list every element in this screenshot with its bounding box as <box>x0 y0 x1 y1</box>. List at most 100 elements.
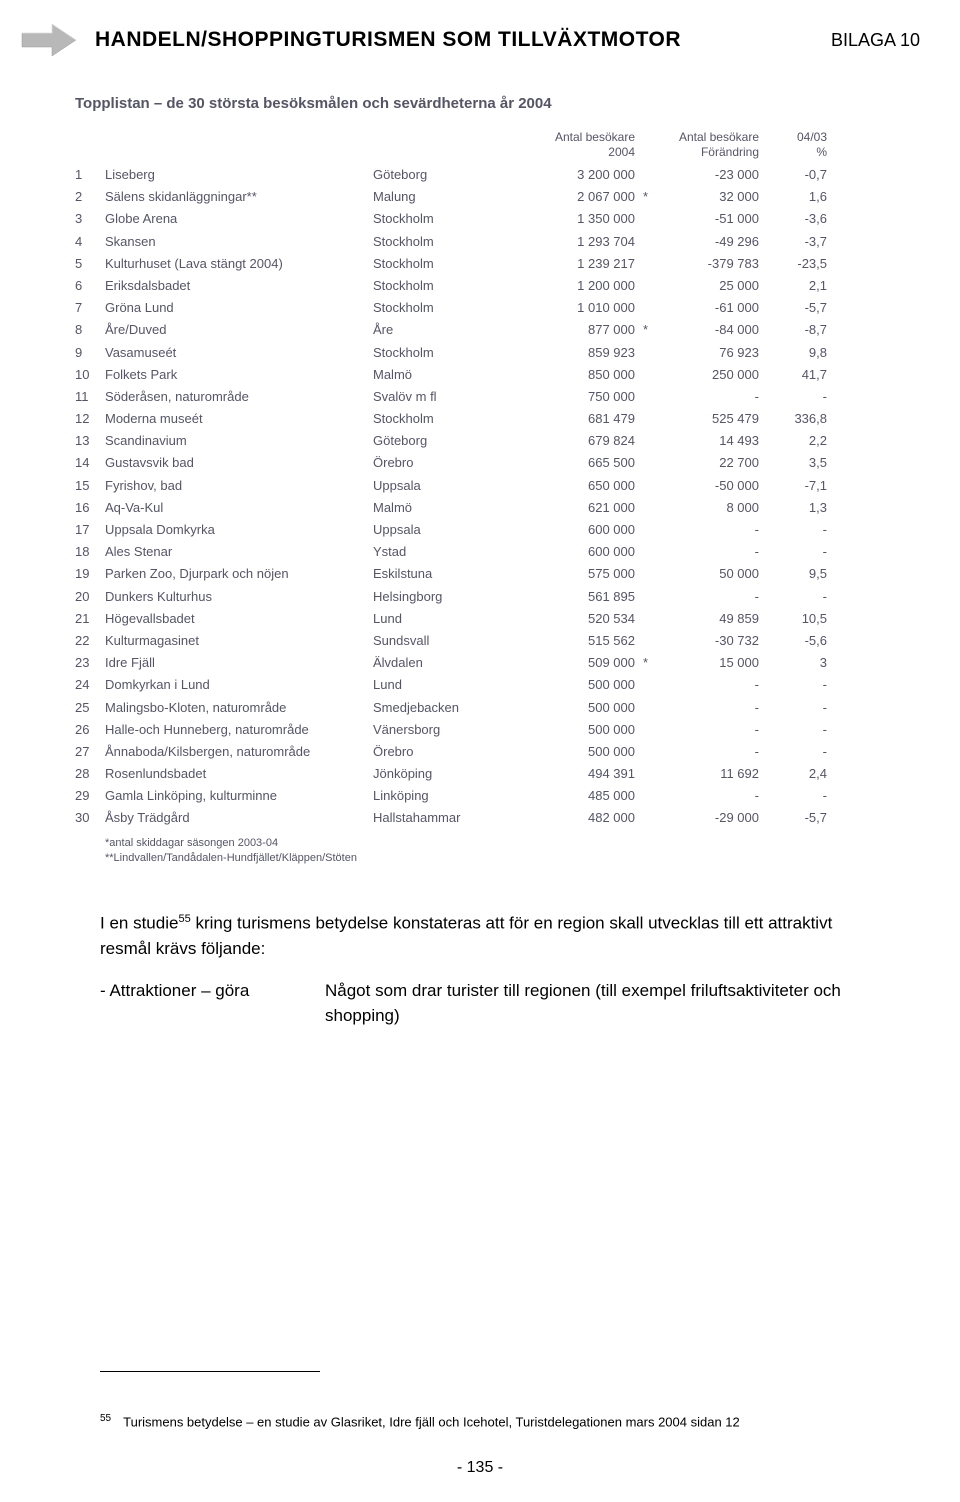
cell-city: Örebro <box>373 743 523 761</box>
cell-star <box>643 787 657 805</box>
cell-rank: 22 <box>75 632 105 650</box>
cell-pct: - <box>767 521 827 539</box>
cell-pct: -5,6 <box>767 632 827 650</box>
cell-rank: 16 <box>75 499 105 517</box>
cell-rank: 25 <box>75 699 105 717</box>
cell-visitors: 600 000 <box>523 521 643 539</box>
cell-star <box>643 166 657 184</box>
cell-change: - <box>657 721 767 739</box>
cell-pct: - <box>767 676 827 694</box>
table-row: 29Gamla Linköping, kulturminneLinköping4… <box>75 785 905 807</box>
cell-change: -51 000 <box>657 210 767 228</box>
cell-change: - <box>657 521 767 539</box>
cell-rank: 19 <box>75 565 105 583</box>
cell-rank: 7 <box>75 299 105 317</box>
document-title: HANDELN/SHOPPINGTURISMEN SOM TILLVÄXTMOT… <box>95 28 831 52</box>
cell-visitors: 485 000 <box>523 787 643 805</box>
cell-rank: 15 <box>75 477 105 495</box>
cell-rank: 5 <box>75 255 105 273</box>
table-row: 23Idre FjällÄlvdalen509 000*15 0003 <box>75 652 905 674</box>
cell-star <box>643 410 657 428</box>
cell-city: Smedjebacken <box>373 699 523 717</box>
cell-name: Gamla Linköping, kulturminne <box>105 787 373 805</box>
cell-pct: 3 <box>767 654 827 672</box>
cell-name: Ånnaboda/Kilsbergen, naturområde <box>105 743 373 761</box>
cell-visitors: 500 000 <box>523 721 643 739</box>
cell-star: * <box>643 188 657 206</box>
table-header-row: Antal besökare2004 Antal besökareFörändr… <box>75 130 905 160</box>
cell-name: Uppsala Domkyrka <box>105 521 373 539</box>
col-visitors: Antal besökare2004 <box>523 130 643 160</box>
cell-visitors: 1 200 000 <box>523 277 643 295</box>
cell-star <box>643 676 657 694</box>
cell-city: Lund <box>373 610 523 628</box>
cell-visitors: 1 239 217 <box>523 255 643 273</box>
page-header: HANDELN/SHOPPINGTURISMEN SOM TILLVÄXTMOT… <box>0 0 960 70</box>
cell-city: Uppsala <box>373 477 523 495</box>
cell-city: Malmö <box>373 499 523 517</box>
cell-pct: -0,7 <box>767 166 827 184</box>
cell-name: Liseberg <box>105 166 373 184</box>
cell-pct: - <box>767 787 827 805</box>
cell-name: Kulturhuset (Lava stängt 2004) <box>105 255 373 273</box>
cell-change: 14 493 <box>657 432 767 450</box>
cell-change: - <box>657 676 767 694</box>
cell-change: -61 000 <box>657 299 767 317</box>
arrow-right-icon <box>20 20 80 60</box>
cell-name: Vasamuseét <box>105 344 373 362</box>
cell-visitors: 575 000 <box>523 565 643 583</box>
cell-visitors: 500 000 <box>523 743 643 761</box>
cell-pct: -7,1 <box>767 477 827 495</box>
body-text: I en studie55 kring turismens betydelse … <box>100 911 880 1028</box>
cell-rank: 18 <box>75 543 105 561</box>
cell-rank: 6 <box>75 277 105 295</box>
cell-name: Globe Arena <box>105 210 373 228</box>
cell-name: Gustavsvik bad <box>105 454 373 472</box>
cell-name: Åsby Trädgård <box>105 809 373 827</box>
cell-star: * <box>643 321 657 339</box>
table-row: 15Fyrishov, badUppsala650 000-50 000-7,1 <box>75 475 905 497</box>
cell-change: -23 000 <box>657 166 767 184</box>
table-row: 24Domkyrkan i LundLund500 000-- <box>75 674 905 696</box>
cell-visitors: 1 350 000 <box>523 210 643 228</box>
cell-city: Stockholm <box>373 277 523 295</box>
table-row: 12Moderna museétStockholm681 479525 4793… <box>75 408 905 430</box>
table-row: 10Folkets ParkMalmö850 000250 00041,7 <box>75 364 905 386</box>
cell-name: Ales Stenar <box>105 543 373 561</box>
cell-city: Helsingborg <box>373 588 523 606</box>
cell-rank: 10 <box>75 366 105 384</box>
cell-change: 250 000 <box>657 366 767 384</box>
table-body: 1LisebergGöteborg3 200 000-23 000-0,72Sä… <box>75 164 905 830</box>
cell-name: Fyrishov, bad <box>105 477 373 495</box>
cell-city: Lund <box>373 676 523 694</box>
table-row: 9VasamuseétStockholm859 92376 9239,8 <box>75 342 905 364</box>
cell-change: -49 296 <box>657 233 767 251</box>
cell-city: Uppsala <box>373 521 523 539</box>
cell-star <box>643 255 657 273</box>
cell-city: Stockholm <box>373 255 523 273</box>
cell-pct: 2,2 <box>767 432 827 450</box>
cell-pct: - <box>767 388 827 406</box>
cell-rank: 26 <box>75 721 105 739</box>
table-footnotes: *antal skiddagar säsongen 2003-04 **Lind… <box>105 836 905 867</box>
cell-visitors: 2 067 000 <box>523 188 643 206</box>
cell-visitors: 561 895 <box>523 588 643 606</box>
table-row: 20Dunkers KulturhusHelsingborg561 895-- <box>75 586 905 608</box>
cell-rank: 27 <box>75 743 105 761</box>
cell-pct: -3,6 <box>767 210 827 228</box>
table-row: 5Kulturhuset (Lava stängt 2004)Stockholm… <box>75 253 905 275</box>
table-row: 27Ånnaboda/Kilsbergen, naturområdeÖrebro… <box>75 741 905 763</box>
cell-pct: - <box>767 543 827 561</box>
cell-name: Eriksdalsbadet <box>105 277 373 295</box>
cell-star <box>643 477 657 495</box>
cell-pct: 9,5 <box>767 565 827 583</box>
cell-pct: -23,5 <box>767 255 827 273</box>
cell-star <box>643 233 657 251</box>
cell-change: 49 859 <box>657 610 767 628</box>
bullet-attraktioner: - Attraktioner – göra Något som drar tur… <box>100 979 880 1028</box>
cell-visitors: 600 000 <box>523 543 643 561</box>
cell-visitors: 850 000 <box>523 366 643 384</box>
footnote-divider <box>100 1371 320 1372</box>
cell-pct: 1,3 <box>767 499 827 517</box>
cell-city: Ystad <box>373 543 523 561</box>
